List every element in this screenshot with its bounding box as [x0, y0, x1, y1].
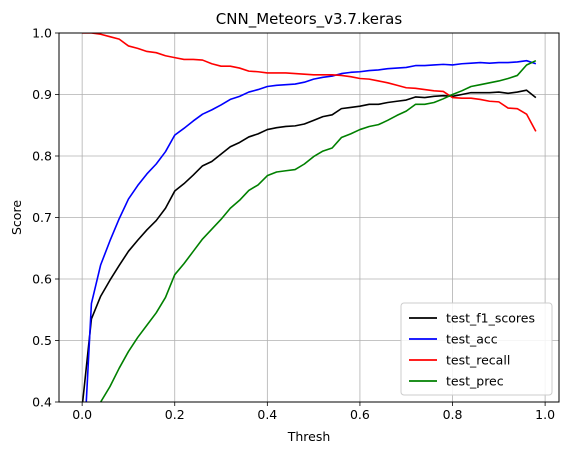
y-tick-label: 0.9 [32, 87, 52, 102]
series-line-test-f1-scores [81, 89, 537, 402]
x-tick-label: 0.0 [72, 407, 92, 422]
y-tick-label: 1.0 [32, 26, 52, 41]
legend-box [400, 302, 553, 396]
legend-label: test_prec [446, 374, 504, 389]
legend-label: test_f1_scores [446, 311, 535, 326]
series-line-test-prec [99, 59, 537, 402]
y-tick-label: 0.7 [32, 210, 52, 225]
series-line-test-acc [85, 59, 537, 402]
grid [59, 32, 559, 403]
y-axis-label: Score [9, 200, 24, 235]
axis-ticks: 0.0 0.2 0.4 0.6 0.8 1.0 0.4 0.5 0.6 0.7 0.8 0.9 1.0 [32, 26, 555, 423]
y-tick-label: 0.5 [32, 333, 52, 348]
series-line-test-recall [82, 33, 537, 132]
legend: test_f1_scores test_acc test_recall test_pr… [400, 302, 553, 396]
y-tick-label: 0.6 [32, 272, 52, 287]
x-tick-label: 1.0 [535, 407, 555, 422]
x-tick-label: 0.8 [443, 407, 463, 422]
y-tick-label: 0.8 [32, 149, 52, 164]
plot-area [81, 33, 537, 402]
y-tick-label: 0.4 [32, 395, 52, 410]
legend-label: test_acc [446, 332, 498, 347]
x-axis-label: Thresh [287, 429, 331, 444]
x-tick-label: 0.2 [165, 407, 185, 422]
legend-label: test_recall [446, 353, 510, 368]
x-tick-label: 0.4 [257, 407, 277, 422]
chart-title: CNN_Meteors_v3.7.keras [216, 10, 403, 29]
x-tick-label: 0.6 [350, 407, 370, 422]
